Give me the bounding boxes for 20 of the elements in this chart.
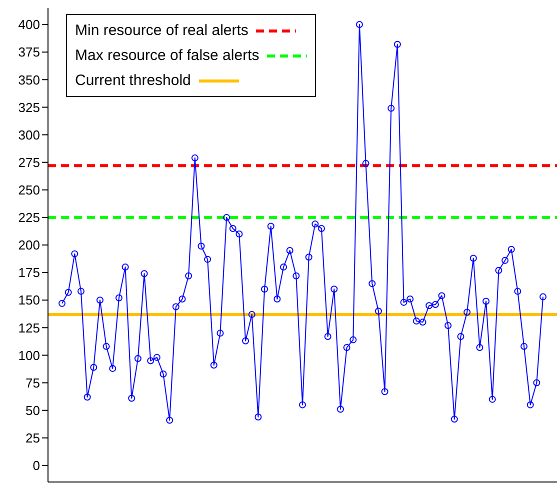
y-tick-label: 0	[32, 458, 40, 474]
y-tick-label: 125	[18, 320, 40, 336]
y-tick-label: 275	[18, 154, 40, 170]
y-tick-label: 100	[18, 348, 40, 363]
y-tick-label: 375	[18, 44, 40, 60]
y-tick-label: 150	[18, 292, 40, 308]
y-tick-label: 250	[18, 182, 40, 198]
y-tick-label: 300	[18, 127, 40, 142]
y-tick-label: 350	[18, 72, 40, 88]
y-tick-label: 75	[26, 375, 40, 390]
y-tick-label: 175	[18, 265, 40, 280]
legend-label: Current threshold	[75, 72, 191, 89]
y-tick-label: 225	[18, 210, 40, 226]
y-tick-label: 200	[18, 238, 40, 253]
legend-label: Max resource of false alerts	[75, 47, 260, 64]
y-tick-label: 400	[18, 17, 40, 32]
y-tick-label: 25	[26, 430, 40, 446]
y-tick-label: 50	[26, 402, 40, 418]
legend-label: Min resource of real alerts	[75, 22, 248, 39]
y-tick-label: 325	[18, 100, 40, 115]
